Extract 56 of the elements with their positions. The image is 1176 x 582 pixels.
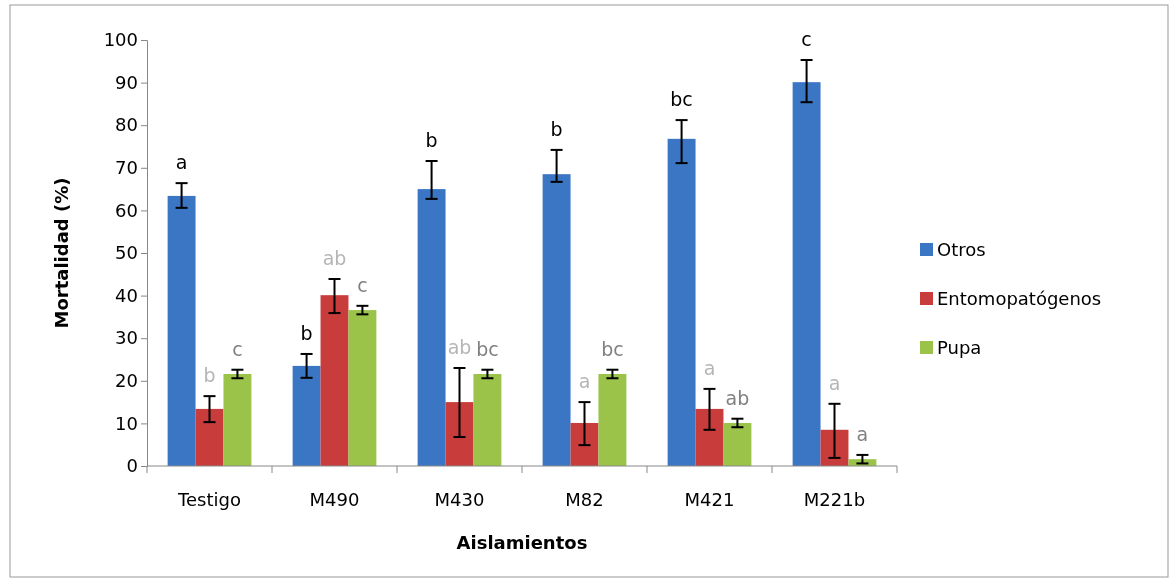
y-tick-label: 60: [115, 199, 138, 221]
x-tick-label: M421: [684, 489, 735, 510]
data-label: a: [175, 151, 188, 174]
x-tick-label: M82: [565, 489, 604, 510]
data-label: ab: [322, 246, 347, 269]
bar: [695, 408, 724, 466]
bar: [417, 189, 446, 466]
legend-label: Otros: [937, 239, 986, 260]
bar: [570, 422, 599, 466]
y-tick-label: 30: [115, 327, 138, 349]
bar: [348, 310, 377, 466]
data-label: bc: [476, 337, 499, 360]
x-tick-label: M490: [309, 489, 360, 510]
y-tick-label: 50: [115, 242, 138, 264]
bar: [223, 373, 252, 466]
data-label: c: [232, 337, 243, 360]
data-label: b: [425, 128, 438, 151]
data-label: a: [703, 356, 716, 379]
data-label: b: [550, 117, 563, 140]
y-tick-label: 80: [115, 114, 138, 136]
legend-label: Entomopatógenos: [937, 288, 1102, 309]
data-label: c: [357, 273, 368, 296]
y-tick-label: 100: [103, 29, 138, 51]
bar: [320, 295, 349, 466]
y-tick-label: 40: [115, 284, 138, 306]
bar: [292, 365, 321, 466]
y-tick-label: 20: [115, 370, 138, 392]
bar: [195, 408, 224, 466]
x-tick-label: M221b: [803, 489, 866, 510]
data-label: ab: [725, 386, 750, 409]
bar: [667, 138, 696, 466]
data-label: b: [300, 321, 313, 344]
data-label: bc: [670, 88, 693, 111]
y-axis-title: Mortalidad (%): [51, 177, 72, 329]
data-label: a: [578, 370, 591, 393]
bar: [167, 195, 196, 466]
bar: [445, 402, 474, 466]
bar: [598, 373, 627, 466]
data-label: a: [856, 422, 869, 445]
legend-label: Pupa: [937, 337, 982, 358]
data-label: ab: [447, 336, 472, 359]
y-tick-label: 90: [115, 71, 138, 93]
bar: [723, 422, 752, 466]
x-axis-title: Aislamientos: [456, 532, 588, 553]
x-tick-label: M430: [434, 489, 485, 510]
y-tick-label: 0: [126, 455, 138, 477]
y-tick-label: 70: [115, 157, 138, 179]
bar: [542, 174, 571, 466]
data-label: bc: [601, 337, 624, 360]
x-tick-label: Testigo: [177, 489, 241, 510]
data-label: a: [828, 371, 841, 394]
y-tick-label: 10: [115, 412, 138, 434]
data-label: b: [203, 364, 216, 387]
data-label: c: [801, 28, 812, 51]
bar: [792, 82, 821, 466]
bar: [473, 373, 502, 466]
